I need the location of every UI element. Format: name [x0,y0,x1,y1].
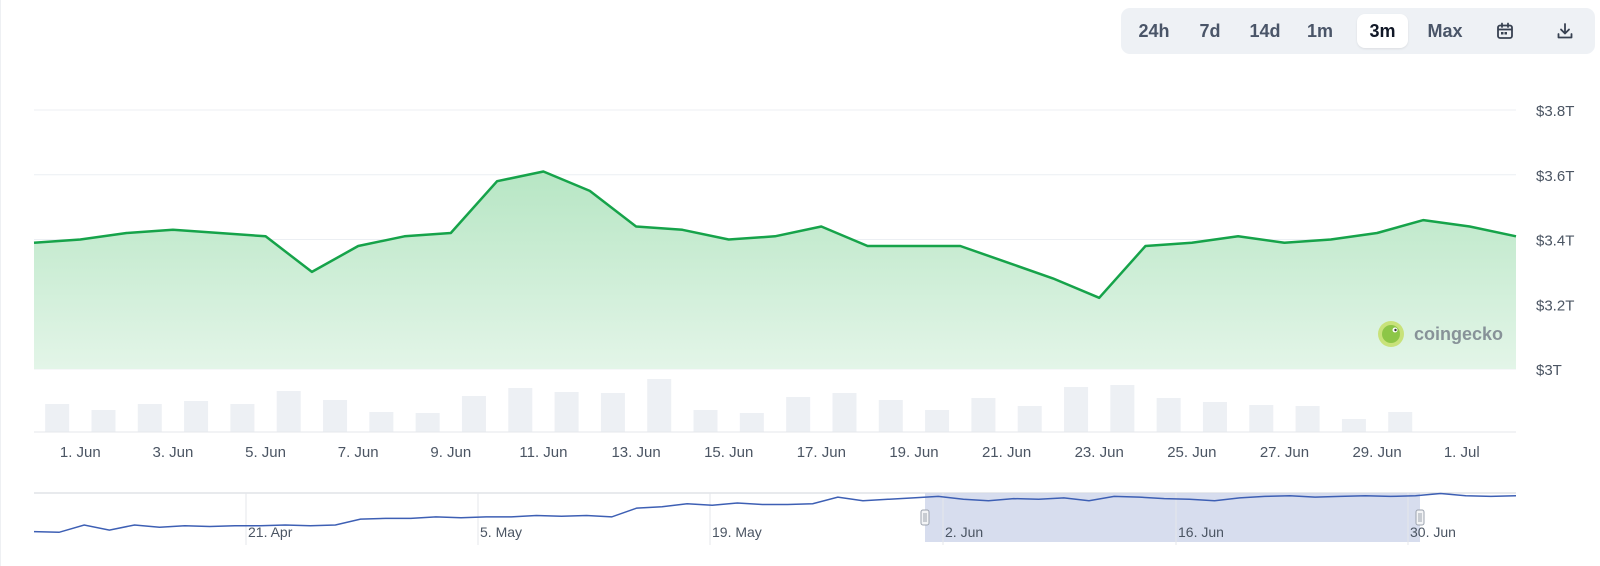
download-icon[interactable] [1545,14,1585,48]
volume-bar [230,404,255,432]
x-tick-label: 9. Jun [430,444,471,461]
x-tick-label: 19. Jun [889,444,938,461]
y-tick-label: $3T [1536,362,1562,379]
navigator-left-handle[interactable] [920,509,930,526]
volume-bar [369,412,394,432]
x-axis: 1. Jun 3. Jun 5. Jun 7. Jun 9. Jun 11. Jun 13.… [60,444,1480,461]
volume-bar [1156,398,1181,432]
x-tick-label: 17. Jun [797,444,846,461]
volume-bar [184,401,209,432]
navigator-label: 5. May [480,524,522,540]
x-tick-label: 15. Jun [704,444,753,461]
market-cap-line [33,170,1517,300]
y-tick-label: $3.6T [1536,168,1574,185]
y-axis: $3T $3.2T $3.4T $3.6T $3.8T [1536,103,1574,379]
volume-bar [925,410,950,432]
navigator[interactable]: 21. Apr 5. May 19. May 2. Jun 16. Jun 30. Jun [33,492,1517,545]
x-tick-label: 27. Jun [1260,444,1309,461]
volume-bar [91,410,116,432]
navigator-selected-range[interactable] [925,493,1420,542]
volume-bar [971,398,996,432]
volume-bar [1202,402,1227,432]
volume-bar [1064,387,1089,432]
y-tick-label: $3.2T [1536,297,1574,314]
time-range-toolbar: 24h 7d 14d 1m 3m Max [1121,8,1595,54]
volume-bar [45,404,70,432]
range-button-max[interactable]: Max [1427,21,1463,41]
range-button-14d[interactable]: 14d [1249,21,1281,41]
range-button-24h[interactable]: 24h [1138,21,1170,41]
volume-bar [647,379,672,432]
volume-bar [786,397,811,432]
x-tick-label: 1. Jul [1444,444,1480,461]
x-tick-label: 21. Jun [982,444,1031,461]
volume-bar [323,400,348,432]
x-tick-label: 29. Jun [1352,444,1401,461]
volume-bar [1341,419,1366,432]
watermark: coingecko [1378,321,1503,347]
navigator-label: 16. Jun [1178,524,1224,540]
volume-bar [739,413,764,432]
volume-bar [1388,412,1413,432]
volume-bar [693,410,718,432]
page-left-border [0,0,1,566]
navigator-right-handle[interactable] [1415,509,1425,526]
volume-bar [461,396,486,432]
x-tick-label: 3. Jun [153,444,194,461]
coingecko-logo-icon [1378,321,1404,347]
volume-bar [832,393,857,432]
range-button-3m[interactable]: 3m [1357,14,1408,48]
x-tick-label: 25. Jun [1167,444,1216,461]
market-cap-area [34,171,1516,369]
volume-bar [1017,406,1042,432]
volume-bar [137,404,162,432]
range-button-7d[interactable]: 7d [1199,21,1221,41]
y-tick-label: $3.8T [1536,103,1574,120]
x-tick-label: 1. Jun [60,444,101,461]
volume-bar [276,391,301,432]
y-tick-label: $3.4T [1536,233,1574,250]
navigator-label: 2. Jun [945,524,983,540]
calendar-icon[interactable] [1485,14,1525,48]
volume-bar [508,388,533,432]
navigator-label: 19. May [712,524,762,540]
navigator-line [33,492,1517,534]
navigator-label: 30. Jun [1410,524,1456,540]
x-tick-label: 7. Jun [338,444,379,461]
volume-bar [600,393,625,432]
x-tick-label: 23. Jun [1075,444,1124,461]
x-tick-label: 5. Jun [245,444,286,461]
volume-bar [554,392,579,432]
watermark-text: coingecko [1414,324,1503,344]
volume-bar [1249,405,1274,432]
volume-bars [34,379,1516,433]
volume-bar [1295,406,1320,432]
volume-bar [415,413,440,432]
volume-bar [1110,385,1135,432]
x-tick-label: 11. Jun [519,444,567,461]
range-button-1m[interactable]: 1m [1306,21,1333,41]
x-tick-label: 13. Jun [611,444,660,461]
navigator-labels: 21. Apr 5. May 19. May 2. Jun 16. Jun 30. Jun [245,493,1456,545]
volume-bar [878,400,903,432]
navigator-label: 21. Apr [248,524,293,540]
